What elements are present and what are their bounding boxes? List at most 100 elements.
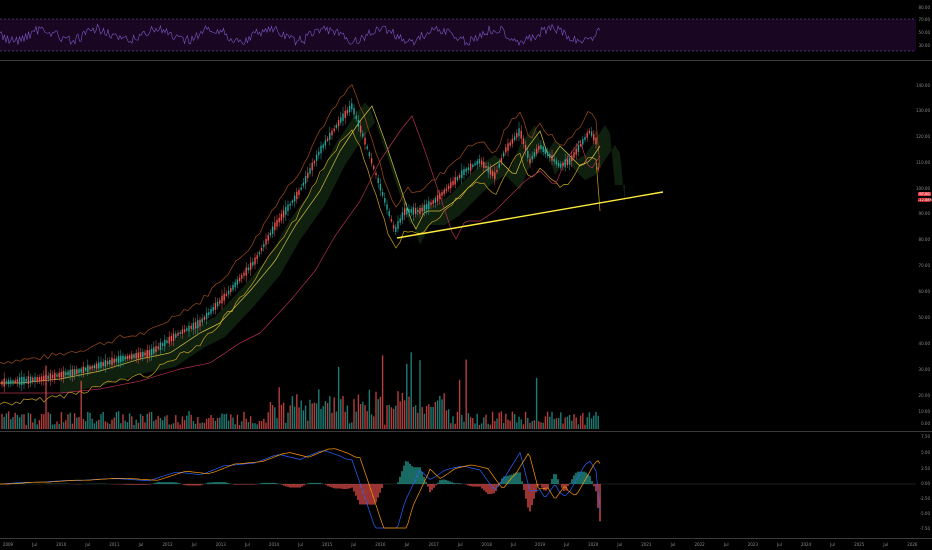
volume-bar xyxy=(483,417,485,429)
volume-bar xyxy=(168,424,170,429)
candle-body xyxy=(353,108,355,115)
time-tick: 2025 xyxy=(854,542,865,547)
volume-bar xyxy=(324,401,327,429)
candle-body xyxy=(234,282,236,288)
volume-bar xyxy=(439,395,441,429)
volume-bar xyxy=(47,412,49,429)
candle-body xyxy=(7,380,10,385)
volume-bar xyxy=(557,418,560,429)
volume-bar xyxy=(254,423,256,429)
candle-body xyxy=(133,354,135,358)
time-axis[interactable]: 2009 Jul 2010 Jul 2011 Jul 2012 Jul 2013 Jul 2014 J… xyxy=(0,538,932,550)
candle-body xyxy=(377,178,379,184)
candle-body xyxy=(199,319,201,327)
volume-bar xyxy=(238,424,241,429)
volume-bar xyxy=(551,411,553,429)
macd-histogram-bar xyxy=(411,466,413,484)
pane-separator[interactable] xyxy=(0,60,932,61)
volume-bar xyxy=(520,419,522,429)
volume-bar xyxy=(302,410,305,429)
volume-bar xyxy=(529,422,531,429)
candle-body xyxy=(84,368,87,371)
volume-bar xyxy=(212,417,214,429)
macd-histogram-bar xyxy=(465,484,467,485)
volume-bar xyxy=(377,399,379,429)
time-tick: Jul xyxy=(351,542,357,547)
candle-body xyxy=(544,148,547,154)
ichimoku-cloud xyxy=(60,102,625,394)
macd-histogram-bar xyxy=(563,484,565,491)
volume-bar xyxy=(82,419,85,429)
price-axis: 140.00 130.00 120.00 110.00 100.00 90.00… xyxy=(914,61,932,431)
volume-bar xyxy=(296,394,298,429)
volume-bar xyxy=(223,414,225,429)
macd-histogram-bar xyxy=(523,484,525,490)
macd-histogram-bar xyxy=(163,482,165,484)
volume-bar xyxy=(38,420,41,429)
candle-body xyxy=(144,352,146,356)
candle-body xyxy=(340,117,342,123)
volume-bar xyxy=(542,422,544,429)
candle-body xyxy=(472,164,474,167)
volume-bar xyxy=(384,424,386,429)
volume-bar xyxy=(183,420,186,429)
candle-body xyxy=(49,373,52,381)
macd-histogram-bar xyxy=(489,484,491,495)
macd-histogram-bar xyxy=(441,479,443,484)
volume-bar xyxy=(27,412,30,429)
macd-histogram-bar xyxy=(337,484,339,489)
volume-bar xyxy=(593,415,595,429)
macd-histogram-bar xyxy=(261,482,263,484)
candle-body xyxy=(161,343,164,347)
candle-body xyxy=(65,372,67,376)
volume-bar xyxy=(177,422,179,429)
volume-bar xyxy=(507,419,509,429)
price-tick: 30.00 xyxy=(918,367,930,372)
volume-bar xyxy=(87,411,89,429)
macd-histogram-bar xyxy=(519,472,521,484)
candle-body xyxy=(489,168,492,175)
price-tick: 40.00 xyxy=(918,341,930,346)
rsi-pane[interactable]: 80.00 70.00 50.00 30.00 xyxy=(0,0,932,60)
macd-histogram-bar xyxy=(243,484,245,485)
time-tick: 2017 xyxy=(428,542,439,547)
time-tick: Jul xyxy=(32,542,38,547)
macd-histogram-bar xyxy=(301,484,303,487)
candle-body xyxy=(549,153,551,158)
candle-body xyxy=(43,375,45,381)
pane-separator[interactable] xyxy=(0,431,932,432)
moving-average-short xyxy=(0,105,601,384)
candle-body xyxy=(102,362,104,367)
candle-body xyxy=(439,193,441,199)
macd-histogram-bar xyxy=(491,484,493,494)
candle-body xyxy=(252,261,254,266)
candle-body xyxy=(364,137,366,145)
candle-body xyxy=(271,226,274,234)
volume-bar xyxy=(25,424,27,429)
macd-histogram-bar xyxy=(459,483,461,484)
macd-histogram-bar xyxy=(343,484,345,490)
macd-histogram-bar xyxy=(435,484,437,486)
rsi-axis: 80.00 70.00 50.00 30.00 xyxy=(914,0,932,60)
candle-body xyxy=(287,204,289,212)
volume-bar xyxy=(403,400,406,429)
time-tick: 2012 xyxy=(162,542,173,547)
volume-bar xyxy=(452,416,454,429)
macd-histogram-bar xyxy=(477,484,479,487)
volume-bar xyxy=(205,418,208,429)
macd-histogram-bar xyxy=(239,484,241,485)
macd-histogram-bar xyxy=(399,476,401,484)
macd-histogram-bar xyxy=(245,484,247,485)
macd-histogram-bar xyxy=(253,484,255,485)
candle-body xyxy=(214,303,217,310)
volume-bar xyxy=(359,404,362,429)
candle-body xyxy=(89,366,91,370)
macd-histogram-bar xyxy=(379,484,381,493)
macd-pane[interactable]: 7.50 5.00 2.50 0.00 -2.50 -5.00 -7.50 xyxy=(0,432,932,538)
macd-histogram-bar xyxy=(589,475,591,484)
volume-bar xyxy=(161,420,164,429)
candle-body xyxy=(25,379,27,382)
candle-body xyxy=(324,140,327,146)
price-pane[interactable]: 140.00 130.00 120.00 110.00 100.00 90.00… xyxy=(0,61,932,431)
macd-histogram-bar xyxy=(577,471,579,484)
